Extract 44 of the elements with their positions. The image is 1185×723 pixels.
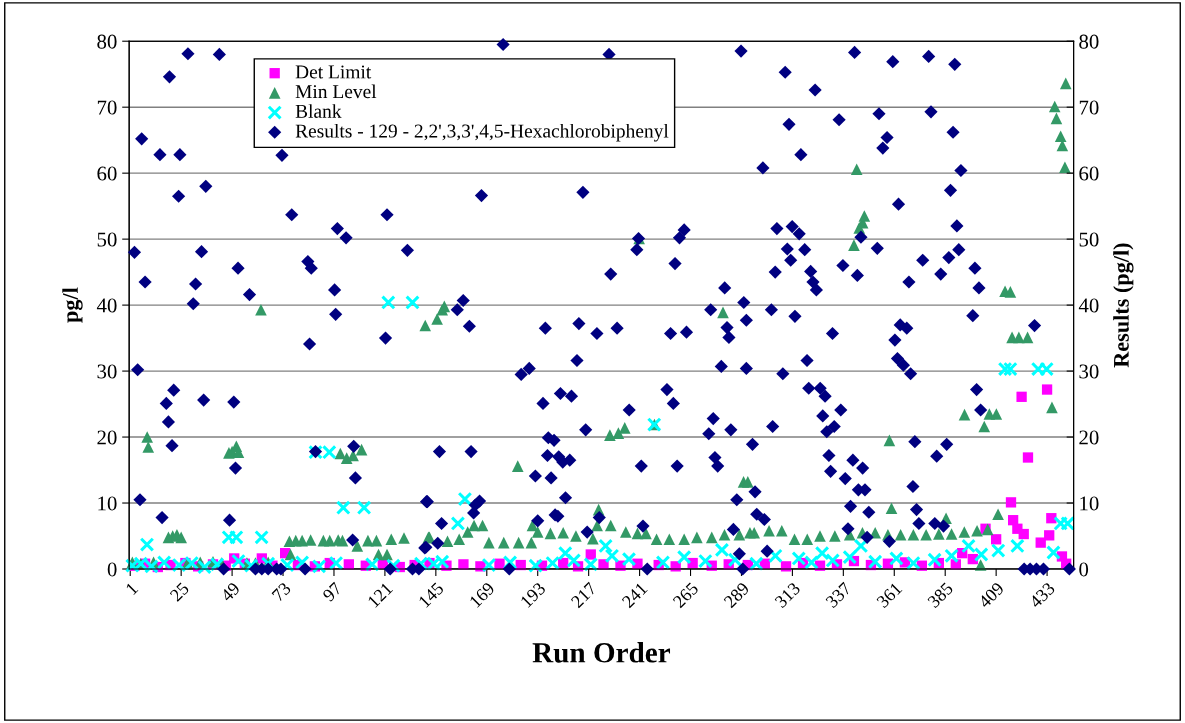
- x-tick-label: 1: [125, 582, 139, 595]
- x-tick-label: 145: [418, 581, 445, 608]
- x-tick-label: 289: [723, 581, 750, 609]
- x-tick-label: 385: [927, 581, 954, 609]
- legend-label: Min Level: [295, 84, 377, 99]
- y2-tick-label: 60: [1079, 166, 1099, 181]
- x-tick-label: 433: [1028, 581, 1056, 609]
- y-tick-label: 30: [97, 364, 117, 379]
- x-tick-label: 25: [169, 581, 190, 602]
- y-tick-label: 0: [107, 562, 117, 577]
- x-tick-label: 217: [570, 581, 598, 609]
- legend-label: Det Limit: [295, 65, 372, 79]
- x-tick-label: 169: [469, 581, 496, 608]
- y-axis-title: pg/l: [62, 287, 83, 323]
- y2-tick-label: 20: [1079, 430, 1099, 445]
- x-tick-label: 337: [825, 581, 852, 609]
- x-tick-label: 361: [876, 581, 903, 609]
- legend-label: Blank: [295, 104, 342, 118]
- y2-tick-label: 30: [1079, 364, 1099, 379]
- y2-axis-title: Results (pg/l): [1113, 243, 1134, 368]
- x-tick-label: 73: [271, 581, 292, 602]
- y2-tick-label: 10: [1080, 496, 1099, 511]
- x-tick-label: 241: [621, 581, 648, 609]
- x-tick-label: 313: [774, 581, 801, 609]
- x-tick-label: 409: [977, 581, 1005, 609]
- x-tick-label: 265: [672, 581, 700, 609]
- x-tick-label: 49: [219, 581, 241, 603]
- y-tick-label: 10: [98, 496, 117, 511]
- y2-tick-label: 80: [1079, 34, 1099, 49]
- legend-label: Results - 129 - 2,2',3,3',4,5-Hexachlorobiphenyl: [295, 123, 669, 142]
- y2-tick-label: 50: [1079, 232, 1099, 247]
- y2-tick-label: 0: [1079, 562, 1089, 577]
- x-axis-title: Run Order: [532, 642, 671, 663]
- x-tick-label: 121: [367, 581, 393, 608]
- y2-tick-label: 40: [1078, 298, 1099, 313]
- x-tick-label: 193: [520, 581, 547, 608]
- y2-tick-label: 70: [1079, 100, 1099, 115]
- x-tick-label: 97: [322, 581, 343, 603]
- y-tick-label: 20: [97, 430, 117, 445]
- y-tick-label: 60: [97, 166, 117, 181]
- y-tick-label: 70: [97, 100, 117, 115]
- y-tick-label: 50: [97, 232, 117, 247]
- y-tick-label: 40: [96, 298, 117, 313]
- y-tick-label: 80: [97, 34, 117, 49]
